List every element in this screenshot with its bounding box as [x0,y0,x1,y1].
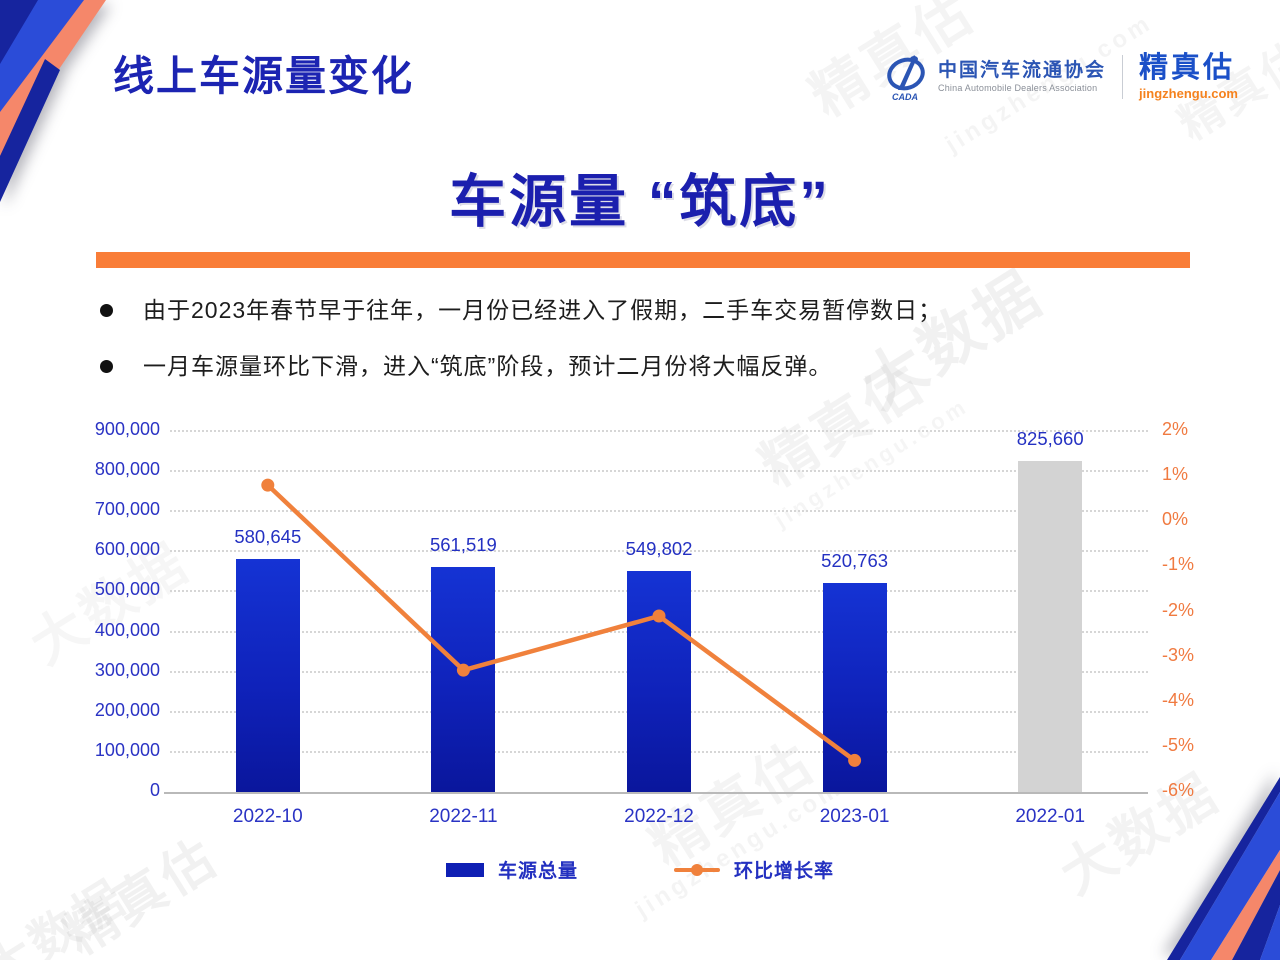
legend-item-line: 环比增长率 [674,856,834,883]
y-axis-label-left: 300,000 [94,659,160,680]
bar-value-label: 580,645 [234,526,302,548]
bar-value-label: 561,519 [429,533,497,555]
cada-abbr-text: CADA [892,92,918,102]
legend-bar-swatch [445,862,484,877]
bar [431,566,496,792]
x-axis-line [164,792,1148,794]
y-axis-label-left: 0 [149,780,160,800]
brand-name: 精真估 [1139,51,1236,84]
orange-divider [96,252,1190,268]
bullet-text: 一月车源量环比下滑，进入“筑底”阶段，预计二月份将大幅反弹。 [143,352,833,379]
bullet-dot-icon [100,359,113,373]
y-axis-label-left: 900,000 [94,419,160,439]
bullet-item: 一月车源量环比下滑，进入“筑底”阶段，预计二月份将大幅反弹。 [100,352,1100,382]
cada-logo-block: CADA 中国汽车流通协会 China Automobile Dealers A… [884,52,1106,102]
y-axis-label-left: 500,000 [94,579,160,600]
y-axis-label-left: 200,000 [94,699,160,720]
cada-logo-icon: CADA [887,55,925,102]
y-axis-label-right: -5% [1162,734,1195,755]
org-name-cn: 中国汽车流通协会 [938,59,1107,81]
legend-label: 车源总量 [497,861,578,882]
y-axis-label-right: -6% [1162,780,1195,800]
bar-value-label: 520,763 [821,550,889,572]
bullet-dot-icon [100,304,113,317]
header-logos: CADA 中国汽车流通协会 China Automobile Dealers A… [884,52,1238,102]
x-axis-label: 2022-11 [429,806,498,827]
y-axis-label-right: -1% [1162,554,1195,575]
gridline [170,470,1148,473]
bar [235,559,300,792]
bullet-text: 由于2023年春节早于往年，一月份已经进入了假期，二手车交易暂停数日； [143,297,943,323]
x-axis-label: 2023-01 [819,806,890,827]
bullet-item: 由于2023年春节早于往年，一月份已经进入了假期，二手车交易暂停数日； [100,296,1100,326]
y-axis-label-right: -3% [1162,644,1195,665]
logo-separator [1122,55,1124,99]
bar-value-label: 825,660 [1016,427,1084,449]
legend-item-bars: 车源总量 [445,856,578,883]
line-marker [261,478,275,492]
y-axis-label-left: 600,000 [94,539,160,560]
brand-logo-block: 精真估 jingzhengu.com [1139,51,1238,101]
bullet-list: 由于2023年春节早于往年，一月份已经进入了假期，二手车交易暂停数日； 一月车源… [100,296,1100,408]
legend-label: 环比增长率 [734,861,835,882]
y-axis-label-left: 100,000 [94,739,160,760]
bar-value-label: 549,802 [625,538,693,560]
y-axis-label-left: 800,000 [94,459,160,480]
legend-line-swatch [674,863,720,877]
y-axis-label-right: 2% [1162,419,1189,439]
bar [627,571,691,792]
bar [1018,460,1083,792]
org-name-en: China Automobile Dealers Association [938,83,1098,94]
brand-url: jingzhengu.com [1139,85,1238,101]
chart-legend: 车源总量 环比增长率 [0,856,1280,883]
x-axis-label: 2022-10 [232,806,303,827]
y-axis-label-right: -2% [1162,599,1195,620]
gridline [170,430,1148,432]
bar [822,583,887,792]
y-axis-label-left: 700,000 [94,499,160,520]
page-title: 线上车源量变化 [113,53,414,99]
y-axis-label-right: 0% [1162,509,1189,530]
y-axis-label-right: -4% [1162,689,1195,710]
y-axis-label-left: 400,000 [94,619,160,640]
x-axis-label: 2022-12 [624,806,694,827]
y-axis-label-right: 1% [1162,464,1189,485]
gridline [170,510,1148,513]
slide-headline: 车源量 “筑底” [449,170,831,234]
x-axis-label: 2022-01 [1015,806,1086,827]
